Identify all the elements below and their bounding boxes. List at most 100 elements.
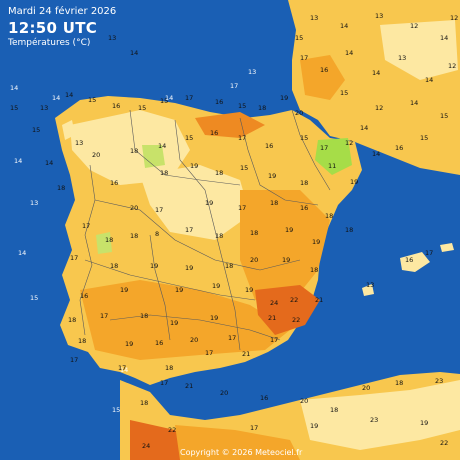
station-temp: 19 (350, 178, 358, 186)
station-temp: 17 (118, 364, 126, 372)
station-temp: 16 (110, 179, 118, 187)
station-temp: 18 (258, 104, 266, 112)
station-temp: 20 (362, 384, 370, 392)
station-temp: 18 (345, 226, 353, 234)
station-temp: 14 (372, 69, 380, 77)
station-temp: 19 (205, 199, 213, 207)
station-temp: 17 (425, 249, 433, 257)
iberia-warm-east (240, 190, 330, 305)
station-temp: 15 (238, 102, 246, 110)
station-temp: 12 (448, 62, 456, 70)
map-unit-label: Températures (°C) (8, 38, 91, 48)
station-temp: 16 (260, 394, 268, 402)
station-temp: 13 (375, 12, 383, 20)
station-temp: 14 (14, 157, 22, 165)
station-temp: 19 (125, 340, 133, 348)
station-temp: 15 (340, 89, 348, 97)
station-temp: 18 (225, 262, 233, 270)
station-temp: 20 (220, 389, 228, 397)
station-temp: 15 (440, 112, 448, 120)
station-temp: 14 (410, 99, 418, 107)
station-temp: 14 (18, 249, 26, 257)
station-temp: 19 (150, 262, 158, 270)
station-temp: 16 (112, 102, 120, 110)
station-temp: 18 (215, 169, 223, 177)
station-temp: 17 (70, 356, 78, 364)
station-temp: 21 (268, 314, 276, 322)
iberia-hot-southeast (255, 285, 320, 335)
station-temp: 19 (185, 264, 193, 272)
station-temp: 19 (190, 162, 198, 170)
france-warm-zone (300, 55, 345, 100)
station-temp: 13 (108, 34, 116, 42)
station-temp: 15 (30, 294, 38, 302)
north-africa-mild-zone (300, 380, 460, 450)
iberia-cool-northwest (70, 110, 190, 185)
station-temp: 19 (282, 256, 290, 264)
france-mild-zone (380, 20, 458, 80)
station-temp: 14 (360, 124, 368, 132)
ibiza-island (362, 284, 374, 296)
station-temp: 18 (165, 364, 173, 372)
station-temp: 18 (110, 262, 118, 270)
station-temp: 21 (185, 382, 193, 390)
station-temp: 15 (10, 104, 18, 112)
station-temp: 15 (420, 134, 428, 142)
station-temp: 17 (250, 424, 258, 432)
station-temp: 21 (242, 350, 250, 358)
menorca-island (440, 243, 454, 252)
station-temp: 23 (370, 416, 378, 424)
station-temp: 18 (270, 199, 278, 207)
station-temp: 14 (340, 22, 348, 30)
sea-station-readings: 14 13 14 15 14 14 15 14 17 13 14 (10, 68, 256, 414)
station-temp: 14 (65, 91, 73, 99)
map-time: 12:50 UTC (8, 19, 98, 37)
station-temp: 18 (130, 232, 138, 240)
station-temp: 16 (395, 144, 403, 152)
station-temp: 14 (425, 76, 433, 84)
galicia-spot (62, 120, 75, 140)
station-temp: 14 (440, 34, 448, 42)
station-temp: 13 (248, 68, 256, 76)
station-temp: 18 (105, 236, 113, 244)
iberia-cool-spot-2 (96, 232, 112, 254)
station-temp: 23 (435, 377, 443, 385)
station-temp: 19 (268, 172, 276, 180)
station-temp: 22 (290, 296, 298, 304)
station-temp: 19 (280, 94, 288, 102)
station-temp: 14 (345, 49, 353, 57)
station-temp: 17 (230, 82, 238, 90)
copyright-credit: Copyright © 2026 Meteociel.fr (180, 448, 303, 457)
station-temp: 16 (405, 256, 413, 264)
station-temp: 15 (240, 164, 248, 172)
station-temp: 14 (10, 84, 18, 92)
station-temp: 19 (420, 419, 428, 427)
station-temp: 15 (88, 96, 96, 104)
station-temp: 8 (155, 230, 159, 238)
admin-borders (79, 109, 331, 351)
station-temp: 18 (395, 379, 403, 387)
station-temp: 22 (292, 316, 300, 324)
station-temp: 15 (160, 97, 168, 105)
station-temp: 12 (345, 139, 353, 147)
map-date: Mardi 24 février 2026 (8, 6, 117, 17)
station-temp: 20 (92, 151, 100, 159)
station-temp: 19 (175, 286, 183, 294)
station-temp: 14 (52, 94, 60, 102)
station-temp: 17 (70, 254, 78, 262)
station-temp: 11 (328, 162, 336, 170)
station-temp: 19 (245, 286, 253, 294)
station-temp: 17 (160, 379, 168, 387)
station-temp: 15 (185, 134, 193, 142)
station-temp: 19 (285, 226, 293, 234)
station-temp: 13 (40, 104, 48, 112)
station-temp: 14 (45, 159, 53, 167)
station-temp: 14 (158, 142, 166, 150)
station-temp: 18 (68, 316, 76, 324)
station-temp: 14 (130, 49, 138, 57)
station-temp: 13 (310, 14, 318, 22)
station-temp: 12 (410, 22, 418, 30)
station-temp: 18 (310, 266, 318, 274)
